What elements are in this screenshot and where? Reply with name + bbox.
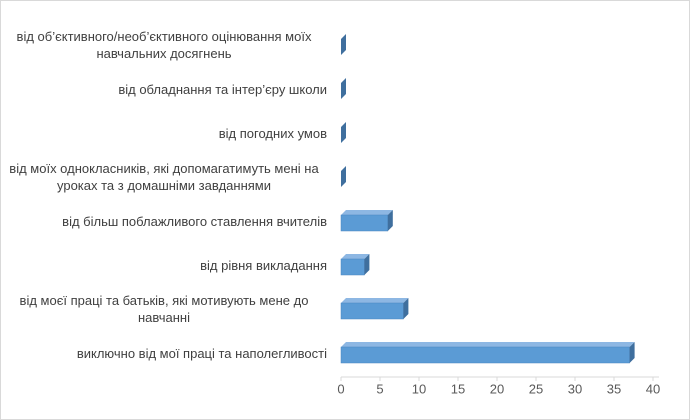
category-label-box: виключно від мої праці та наполегливості [1,331,327,375]
category-label: виключно від мої праці та наполегливості [76,345,327,361]
bar-front [340,214,389,232]
bar-front [340,258,365,276]
category-label: від погодних умов [218,125,327,141]
category-label: від більш поблажливого ставлення вчителі… [62,213,327,229]
bar-top [341,298,409,303]
bar [341,122,346,143]
x-tick-label: 15 [451,381,465,396]
bar [340,342,635,364]
category-label: від об’єктивного/необ’єктивного оцінюван… [16,29,312,61]
bar-side [341,166,346,187]
bar-top [341,210,393,215]
bar-side [403,298,409,319]
bar-side [341,122,346,143]
x-tick-label: 35 [607,381,621,396]
x-tick-label: 5 [376,381,383,396]
category-label: від моїх однокласників, які допомагатиму… [9,161,319,193]
bar-top [341,254,370,259]
bar [340,298,409,320]
category-label: від обладнання та інтер’єру школи [118,81,327,97]
bar [341,78,346,99]
x-tick-label: 25 [529,381,543,396]
bar [340,254,370,276]
bar-side [341,34,346,55]
x-tick-label: 30 [568,381,582,396]
category-label: від рівня викладання [200,257,327,273]
bar-top [341,342,635,347]
x-tick-label: 20 [490,381,504,396]
bar [341,166,346,187]
x-tick-label: 10 [412,381,426,396]
bar [341,34,346,55]
bar-front [340,346,630,364]
bar-front [340,302,404,320]
bar-side [387,210,393,231]
category-label-box: від рівня викладання [1,243,327,287]
category-label-box: від моїх однокласників, які допомагатиму… [1,155,327,199]
bar-side [629,342,635,363]
category-label-box: від моєї праці та батьків, які мотивують… [1,287,327,331]
category-label: від моєї праці та батьків, які мотивують… [19,293,309,325]
x-tick-label: 0 [337,381,344,396]
category-label-box: від більш поблажливого ставлення вчителі… [1,199,327,243]
category-label-box: від обладнання та інтер’єру школи [1,67,327,111]
bar-side [364,254,370,275]
bar [340,210,393,232]
category-label-box: від об’єктивного/необ’єктивного оцінюван… [1,23,327,67]
x-tick-label: 40 [646,381,660,396]
category-label-box: від погодних умов [1,111,327,155]
bar-side [341,78,346,99]
